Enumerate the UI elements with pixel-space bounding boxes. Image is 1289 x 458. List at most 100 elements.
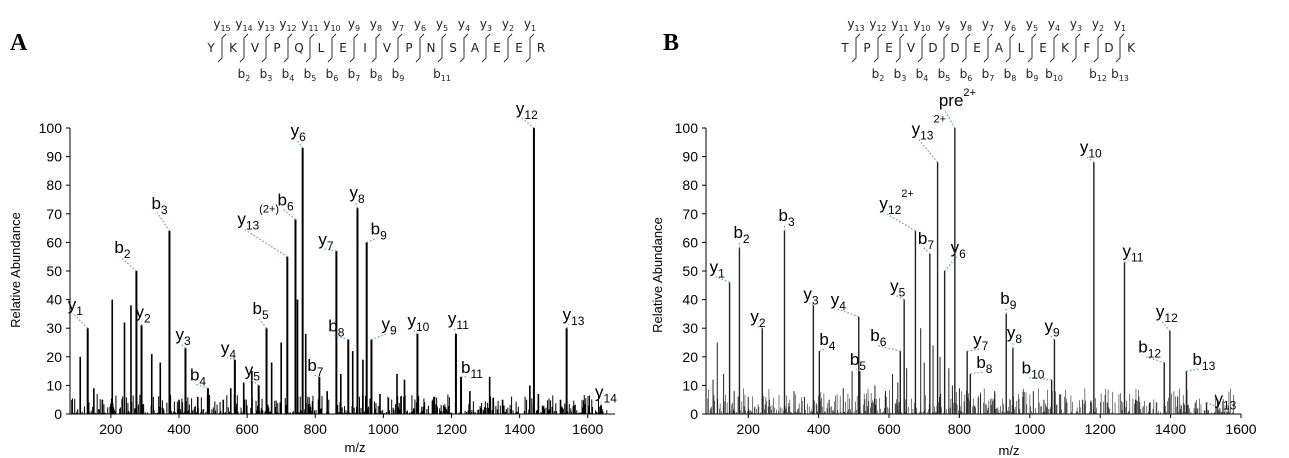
y-ion-map-label: y2 [502, 17, 514, 33]
y-ion-map-label: y13 [847, 17, 864, 33]
residue: L [318, 41, 325, 55]
y-ion-map-label: y15 [213, 17, 230, 33]
b-ion-map-label: b12 [1089, 67, 1107, 83]
b-ion-map-label: b4 [282, 67, 295, 83]
peak-leader [1085, 155, 1095, 163]
peak-leader [521, 117, 535, 129]
y-ion-map-label: y3 [480, 17, 492, 33]
b-ion-map-label: b8 [1004, 67, 1017, 83]
cleavage-mark [939, 33, 949, 63]
peak-label: y4 [221, 339, 237, 362]
residue: R [537, 41, 545, 55]
y-tick-label: 70 [46, 206, 62, 222]
b-ion-map-label: b7 [348, 67, 361, 83]
cleavage-mark [1115, 33, 1125, 63]
peak-leader [258, 317, 268, 329]
peak-label: b4 [819, 330, 835, 353]
b-ion-map-label: b7 [982, 67, 995, 83]
cleavage-mark [283, 33, 293, 63]
x-tick-label: 400 [167, 421, 191, 437]
peak-label: b2 [733, 223, 749, 246]
x-tick-label: 1200 [1085, 421, 1116, 437]
peak-label: b3 [151, 194, 167, 217]
y-ion-map-label: y12 [279, 17, 296, 33]
residue: E [515, 41, 523, 55]
residue: D [928, 41, 937, 55]
peak-label: y1 [710, 257, 726, 280]
peak-leader [1206, 402, 1221, 410]
y-ion-map-label: y11 [891, 17, 908, 33]
cleavage-mark [1093, 33, 1103, 63]
y-ion-map-label: y2 [1092, 17, 1104, 33]
x-tick-label: 800 [948, 421, 972, 437]
cleavage-mark [961, 33, 971, 63]
peak-leader [366, 237, 377, 243]
x-tick-label: 1200 [436, 421, 467, 437]
peak-label: y6 [291, 121, 307, 144]
y-ion-map-label: y11 [301, 17, 318, 33]
peak-label: y9 [381, 315, 397, 338]
peak-label: b13 [1192, 350, 1215, 373]
peak-label: y13 [563, 305, 585, 328]
peak-label: b11 [461, 358, 483, 381]
y-tick-label: 20 [46, 349, 62, 365]
peak-label: y3 [803, 284, 819, 307]
peak-leader [181, 343, 186, 349]
residue: A [471, 41, 480, 55]
y-tick-label: 40 [682, 292, 698, 308]
peak-label: y3 [175, 325, 191, 348]
residue: D [1104, 41, 1113, 55]
peak-label: y1 [68, 295, 84, 318]
y-ion-map-label: y6 [1004, 17, 1016, 33]
y-ion-map-label: y14 [235, 17, 252, 33]
peak-leader [413, 329, 418, 335]
residue: V [383, 41, 392, 55]
peak-label: b7 [918, 229, 934, 252]
peak-label: y132+ [912, 113, 946, 142]
cleavage-mark [217, 33, 227, 63]
y-ion-map-label: y8 [960, 17, 972, 33]
peak-leader [967, 348, 980, 352]
peak-label: y6 [951, 238, 967, 261]
b-ion-map-label: b3 [894, 67, 907, 83]
y-ion-map-label: y7 [392, 17, 404, 33]
peak-label: y122+ [879, 188, 913, 217]
residue: Q [294, 41, 303, 55]
peak-label: b5 [253, 299, 269, 322]
cleavage-mark [261, 33, 271, 63]
panel-b-letter: B [663, 30, 679, 56]
y-ion-map-label: y3 [1070, 17, 1082, 33]
y-ion-map-label: y10 [323, 17, 340, 33]
peak-leader [715, 275, 730, 283]
residue: E [973, 41, 981, 55]
peak-leader [1027, 377, 1052, 381]
b-ion-map-label: b8 [370, 67, 383, 83]
cleavage-mark [327, 33, 337, 63]
residue: V [907, 41, 916, 55]
peak-leader [876, 344, 901, 352]
y-tick-label: 0 [690, 406, 698, 422]
cleavage-mark [1049, 33, 1059, 63]
b-ion-map-label: b13 [1111, 67, 1129, 83]
cleavage-mark [983, 33, 993, 63]
peak-label: b2 [114, 238, 130, 261]
peak-leader [1124, 259, 1129, 263]
x-tick-label: 800 [304, 421, 328, 437]
cleavage-mark [1027, 33, 1037, 63]
peak-leader [885, 212, 916, 232]
b-ion-map-label: b5 [304, 67, 317, 83]
residue: L [1018, 41, 1025, 55]
y-ion-map-label: y9 [348, 17, 360, 33]
residue: V [251, 41, 260, 55]
cleavage-mark [305, 33, 315, 63]
y-tick-label: 80 [682, 177, 698, 193]
y-ion-map-label: y12 [869, 17, 886, 33]
y-tick-label: 50 [46, 263, 62, 279]
peak-leader [566, 323, 570, 329]
peak-leader [226, 357, 236, 361]
peak-leader [453, 327, 457, 335]
peak-leader [296, 139, 304, 149]
peak-label: y7 [318, 230, 334, 253]
